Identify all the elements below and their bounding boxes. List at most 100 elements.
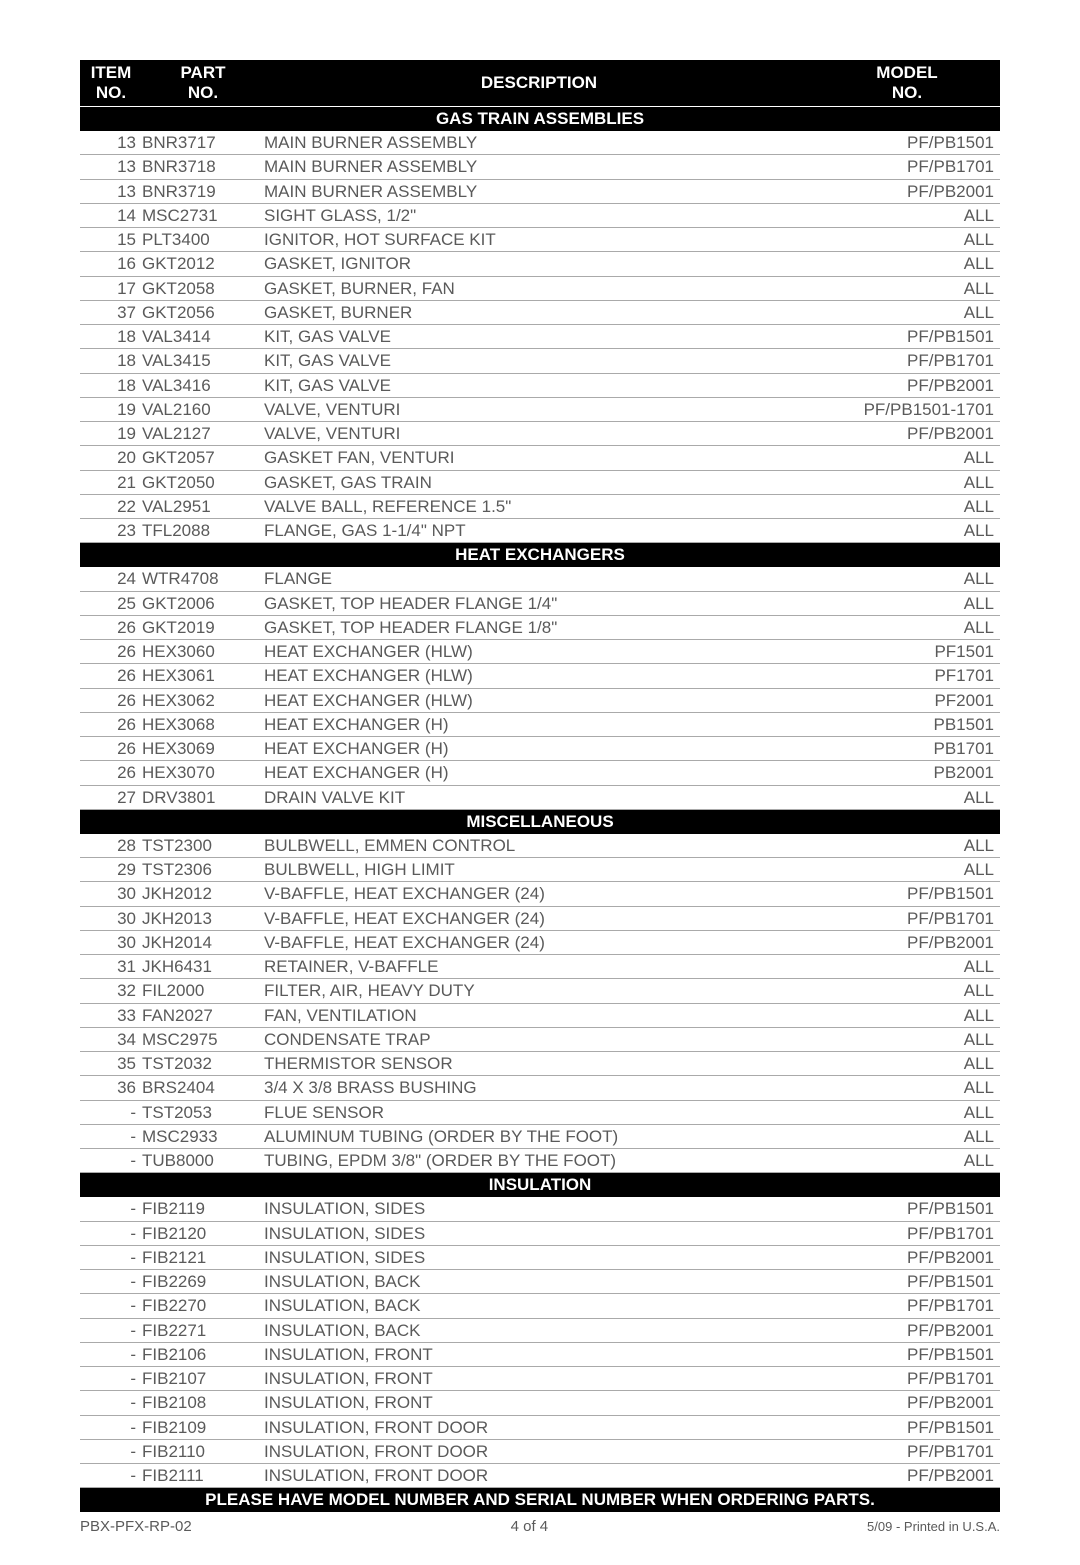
cell-part-no: GKT2057 (142, 446, 264, 470)
cell-part-no: TUB8000 (142, 1149, 264, 1173)
section-title: MISCELLANEOUS (80, 809, 1000, 834)
cell-part-no: GKT2050 (142, 470, 264, 494)
cell-model-no: ALL (814, 470, 1000, 494)
cell-model-no: PF/PB1701 (814, 1294, 1000, 1318)
cell-description: GASKET, TOP HEADER FLANGE 1/8" (264, 615, 814, 639)
page-footer: PBX-PFX-RP-02 4 of 4 5/09 - Printed in U… (80, 1518, 1000, 1535)
section-title: HEAT EXCHANGERS (80, 543, 1000, 568)
cell-model-no: PF/PB1501 (814, 131, 1000, 155)
cell-model-no: PF/PB1501 (814, 325, 1000, 349)
cell-item-no: 18 (80, 325, 142, 349)
cell-part-no: HEX3069 (142, 737, 264, 761)
cell-model-no: ALL (814, 252, 1000, 276)
cell-item-no: - (80, 1318, 142, 1342)
cell-description: FLANGE (264, 567, 814, 591)
table-row: 34MSC2975CONDENSATE TRAPALL (80, 1027, 1000, 1051)
cell-model-no: ALL (814, 955, 1000, 979)
cell-item-no: 30 (80, 882, 142, 906)
cell-model-no: ALL (814, 834, 1000, 858)
cell-part-no: FIB2270 (142, 1294, 264, 1318)
table-body: GAS TRAIN ASSEMBLIES13BNR3717MAIN BURNER… (80, 107, 1000, 1513)
table-row: 24WTR4708FLANGEALL (80, 567, 1000, 591)
cell-item-no: 30 (80, 930, 142, 954)
table-row: 15PLT3400IGNITOR, HOT SURFACE KITALL (80, 228, 1000, 252)
cell-description: INSULATION, FRONT DOOR (264, 1439, 814, 1463)
cell-part-no: VAL3415 (142, 349, 264, 373)
cell-description: HEAT EXCHANGER (HLW) (264, 688, 814, 712)
table-row: 26HEX3068HEAT EXCHANGER (H)PB1501 (80, 712, 1000, 736)
cell-item-no: - (80, 1270, 142, 1294)
cell-model-no: ALL (814, 519, 1000, 543)
table-row: 30JKH2014V-BAFFLE, HEAT EXCHANGER (24)PF… (80, 930, 1000, 954)
cell-item-no: 34 (80, 1027, 142, 1051)
cell-model-no: PF/PB2001 (814, 1464, 1000, 1488)
cell-model-no: ALL (814, 494, 1000, 518)
cell-item-no: 31 (80, 955, 142, 979)
cell-description: VALVE, VENTURI (264, 397, 814, 421)
cell-model-no: ALL (814, 567, 1000, 591)
cell-part-no: FIB2106 (142, 1342, 264, 1366)
table-row: 27DRV3801DRAIN VALVE KITALL (80, 785, 1000, 809)
cell-item-no: 30 (80, 906, 142, 930)
cell-item-no: 32 (80, 979, 142, 1003)
table-row: 26GKT2019GASKET, TOP HEADER FLANGE 1/8"A… (80, 615, 1000, 639)
table-row: 13BNR3719MAIN BURNER ASSEMBLYPF/PB2001 (80, 179, 1000, 203)
cell-part-no: BNR3717 (142, 131, 264, 155)
cell-description: INSULATION, SIDES (264, 1197, 814, 1221)
table-row: -MSC2933ALUMINUM TUBING (ORDER BY THE FO… (80, 1124, 1000, 1148)
cell-part-no: VAL2127 (142, 422, 264, 446)
table-row: -FIB2111INSULATION, FRONT DOORPF/PB2001 (80, 1464, 1000, 1488)
cell-part-no: FIB2111 (142, 1464, 264, 1488)
cell-part-no: TST2306 (142, 858, 264, 882)
cell-part-no: MSC2933 (142, 1124, 264, 1148)
cell-part-no: HEX3068 (142, 712, 264, 736)
cell-model-no: PF/PB1701 (814, 1367, 1000, 1391)
cell-part-no: HEX3070 (142, 761, 264, 785)
cell-model-no: PF/PB2001 (814, 1318, 1000, 1342)
section-header: HEAT EXCHANGERS (80, 543, 1000, 568)
footer-right: 5/09 - Printed in U.S.A. (867, 1519, 1000, 1534)
cell-description: CONDENSATE TRAP (264, 1027, 814, 1051)
header-part-sub: NO. (148, 83, 258, 103)
header-model-sub: NO. (820, 83, 994, 103)
table-row: 30JKH2013V-BAFFLE, HEAT EXCHANGER (24)PF… (80, 906, 1000, 930)
cell-item-no: 20 (80, 446, 142, 470)
table-row: 23TFL2088FLANGE, GAS 1-1/4" NPTALL (80, 519, 1000, 543)
cell-model-no: ALL (814, 203, 1000, 227)
table-row: -FIB2269INSULATION, BACKPF/PB1501 (80, 1270, 1000, 1294)
table-row: 32FIL2000FILTER, AIR, HEAVY DUTYALL (80, 979, 1000, 1003)
table-row: 26HEX3060HEAT EXCHANGER (HLW)PF1501 (80, 640, 1000, 664)
cell-part-no: VAL2160 (142, 397, 264, 421)
table-row: 20GKT2057GASKET FAN, VENTURIALL (80, 446, 1000, 470)
cell-part-no: JKH6431 (142, 955, 264, 979)
table-row: 26HEX3070HEAT EXCHANGER (H)PB2001 (80, 761, 1000, 785)
cell-description: BULBWELL, EMMEN CONTROL (264, 834, 814, 858)
cell-item-no: 26 (80, 712, 142, 736)
table-row: 35TST2032THERMISTOR SENSORALL (80, 1052, 1000, 1076)
table-row: -FIB2107INSULATION, FRONTPF/PB1701 (80, 1367, 1000, 1391)
table-row: -FIB2110INSULATION, FRONT DOORPF/PB1701 (80, 1439, 1000, 1463)
cell-item-no: 24 (80, 567, 142, 591)
cell-part-no: MSC2731 (142, 203, 264, 227)
cell-description: 3/4 X 3/8 BRASS BUSHING (264, 1076, 814, 1100)
cell-item-no: 36 (80, 1076, 142, 1100)
cell-description: MAIN BURNER ASSEMBLY (264, 179, 814, 203)
cell-part-no: VAL3416 (142, 373, 264, 397)
table-header-row: ITEM NO. PART NO. DESCRIPTION MODEL NO. (80, 60, 1000, 107)
cell-item-no: 26 (80, 664, 142, 688)
cell-description: GASKET, IGNITOR (264, 252, 814, 276)
cell-item-no: 26 (80, 688, 142, 712)
cell-part-no: FIB2120 (142, 1221, 264, 1245)
table-row: 18VAL3416KIT, GAS VALVEPF/PB2001 (80, 373, 1000, 397)
cell-part-no: FIB2271 (142, 1318, 264, 1342)
cell-model-no: ALL (814, 1052, 1000, 1076)
footer-note-row: PLEASE HAVE MODEL NUMBER AND SERIAL NUMB… (80, 1488, 1000, 1513)
cell-part-no: JKH2014 (142, 930, 264, 954)
cell-model-no: PF/PB1701 (814, 155, 1000, 179)
cell-item-no: - (80, 1439, 142, 1463)
cell-part-no: BNR3718 (142, 155, 264, 179)
cell-part-no: HEX3060 (142, 640, 264, 664)
cell-description: INSULATION, BACK (264, 1318, 814, 1342)
cell-part-no: TST2300 (142, 834, 264, 858)
cell-model-no: ALL (814, 1003, 1000, 1027)
